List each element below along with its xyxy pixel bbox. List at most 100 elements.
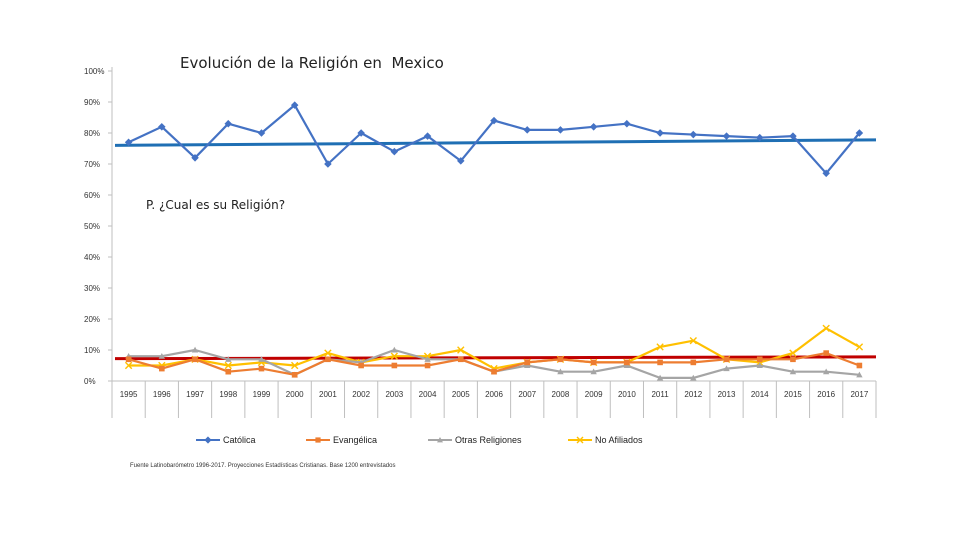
- series-line-catolica: [128, 103, 861, 175]
- data-point-catolica: [490, 116, 498, 125]
- data-point-catolica: [423, 132, 432, 140]
- x-tick-label: 2016: [817, 390, 835, 399]
- data-point-no-afiliados: [822, 324, 830, 332]
- data-point-otras-religiones: [789, 368, 797, 375]
- data-point-no-afiliados: [324, 349, 332, 357]
- legend-label-otras-religiones: Otras Religiones: [455, 435, 522, 445]
- tendencia-catolica-trendline: [114, 138, 877, 147]
- data-point-catolica: [589, 123, 598, 131]
- data-point-catolica: [324, 160, 332, 168]
- x-tick-label: 2010: [618, 390, 636, 399]
- data-point-evangelica: [557, 356, 564, 363]
- data-point-evangelica: [125, 356, 132, 363]
- x-tick-label: 2002: [352, 390, 370, 399]
- x-tick-label: 2014: [751, 390, 769, 399]
- data-point-evangelica: [325, 356, 331, 363]
- data-point-evangelica: [790, 356, 796, 363]
- data-point-no-afiliados-stroke-b: [224, 361, 232, 370]
- data-point-evangelica: [657, 359, 663, 366]
- x-tick-label: 2008: [552, 390, 570, 399]
- legend-marker-otras-religiones: [437, 437, 443, 443]
- data-point-no-afiliados: [291, 361, 299, 370]
- x-tick-label: 2003: [385, 390, 403, 399]
- data-point-evangelica: [690, 359, 697, 366]
- data-point-no-afiliados-stroke-b: [291, 361, 299, 370]
- x-tick-label: 1996: [153, 390, 171, 399]
- data-point-otras-religiones: [424, 356, 431, 362]
- y-tick-label: 30%: [84, 284, 100, 293]
- data-point-otras-religiones: [690, 374, 697, 381]
- data-point-no-afiliados: [390, 352, 399, 360]
- data-point-no-afiliados-stroke-b: [822, 324, 830, 332]
- data-point-no-afiliados: [656, 343, 664, 351]
- data-point-evangelica: [756, 356, 763, 363]
- y-tick-label: 80%: [84, 129, 100, 138]
- data-point-otras-religiones: [258, 356, 265, 362]
- data-point-catolica: [158, 123, 166, 131]
- data-point-no-afiliados-stroke-b: [789, 349, 797, 357]
- data-point-evangelica: [723, 356, 730, 363]
- x-tick-label: 2017: [850, 390, 868, 399]
- source-note: Fuente Latinobarómetro 1996-2017. Proyec…: [130, 463, 396, 469]
- data-point-catolica: [822, 169, 830, 178]
- data-point-catolica: [357, 129, 365, 137]
- data-point-evangelica: [590, 359, 597, 366]
- data-point-no-afiliados: [224, 361, 232, 370]
- data-point-otras-religiones: [822, 368, 830, 375]
- y-tick-label: 20%: [84, 315, 100, 324]
- data-point-no-afiliados-stroke-b: [324, 349, 332, 357]
- data-point-evangelica: [491, 368, 497, 375]
- question-annotation: P. ¿Cual es su Religión?: [146, 198, 286, 212]
- data-point-no-afiliados: [855, 343, 864, 351]
- data-point-evangelica: [624, 359, 630, 366]
- data-point-catolica: [457, 157, 465, 165]
- x-tick-label: 1999: [253, 390, 271, 399]
- data-point-evangelica: [291, 372, 298, 378]
- y-tick-label: 40%: [84, 253, 100, 262]
- data-point-no-afiliados: [789, 349, 797, 357]
- data-point-catolica: [623, 119, 631, 128]
- data-point-otras-religiones: [391, 346, 398, 353]
- data-point-catolica: [191, 154, 199, 162]
- data-point-catolica: [755, 133, 764, 142]
- legend-marker-evangelica: [315, 437, 321, 443]
- data-point-evangelica: [424, 362, 431, 369]
- data-point-evangelica: [225, 368, 232, 375]
- x-tick-label: 1997: [186, 390, 204, 399]
- x-tick-label: 2004: [419, 390, 437, 399]
- data-point-no-afiliados-stroke-b: [390, 352, 399, 360]
- x-tick-label: 2000: [286, 390, 304, 399]
- data-point-no-afiliados: [124, 361, 133, 370]
- y-tick-label: 0%: [84, 377, 96, 386]
- x-tick-label: 2009: [585, 390, 603, 399]
- data-point-evangelica: [391, 362, 398, 369]
- y-tick-label: 10%: [84, 346, 100, 355]
- x-tick-label: 2013: [718, 390, 736, 399]
- data-point-catolica: [689, 130, 698, 139]
- legend-marker-catolica: [204, 436, 212, 444]
- data-point-otras-religiones: [656, 374, 664, 381]
- data-point-evangelica: [358, 362, 364, 369]
- x-tick-label: 2006: [485, 390, 503, 399]
- data-point-catolica: [523, 126, 531, 134]
- data-point-otras-religiones: [191, 346, 199, 353]
- legend-marker-no-afiliados: [576, 436, 584, 444]
- x-tick-label: 2007: [518, 390, 536, 399]
- x-tick-label: 1995: [120, 390, 138, 399]
- data-point-catolica: [789, 132, 797, 140]
- data-point-evangelica: [823, 350, 829, 356]
- data-point-no-afiliados: [457, 346, 465, 354]
- data-point-evangelica: [524, 359, 531, 366]
- series-line-no-afiliados: [128, 327, 860, 370]
- data-point-otras-religiones: [756, 362, 763, 369]
- data-point-catolica: [224, 119, 233, 128]
- y-tick-label: 100%: [84, 67, 104, 76]
- data-point-otras-religiones: [590, 368, 597, 375]
- data-point-no-afiliados: [689, 337, 697, 345]
- data-point-no-afiliados-stroke-b: [124, 361, 133, 370]
- y-tick-label: 70%: [84, 160, 100, 169]
- x-tick-label: 2001: [319, 390, 337, 399]
- data-point-catolica: [722, 132, 731, 140]
- data-point-no-afiliados-stroke-b: [457, 346, 465, 354]
- legend-label-evangelica: Evangélica: [333, 435, 377, 445]
